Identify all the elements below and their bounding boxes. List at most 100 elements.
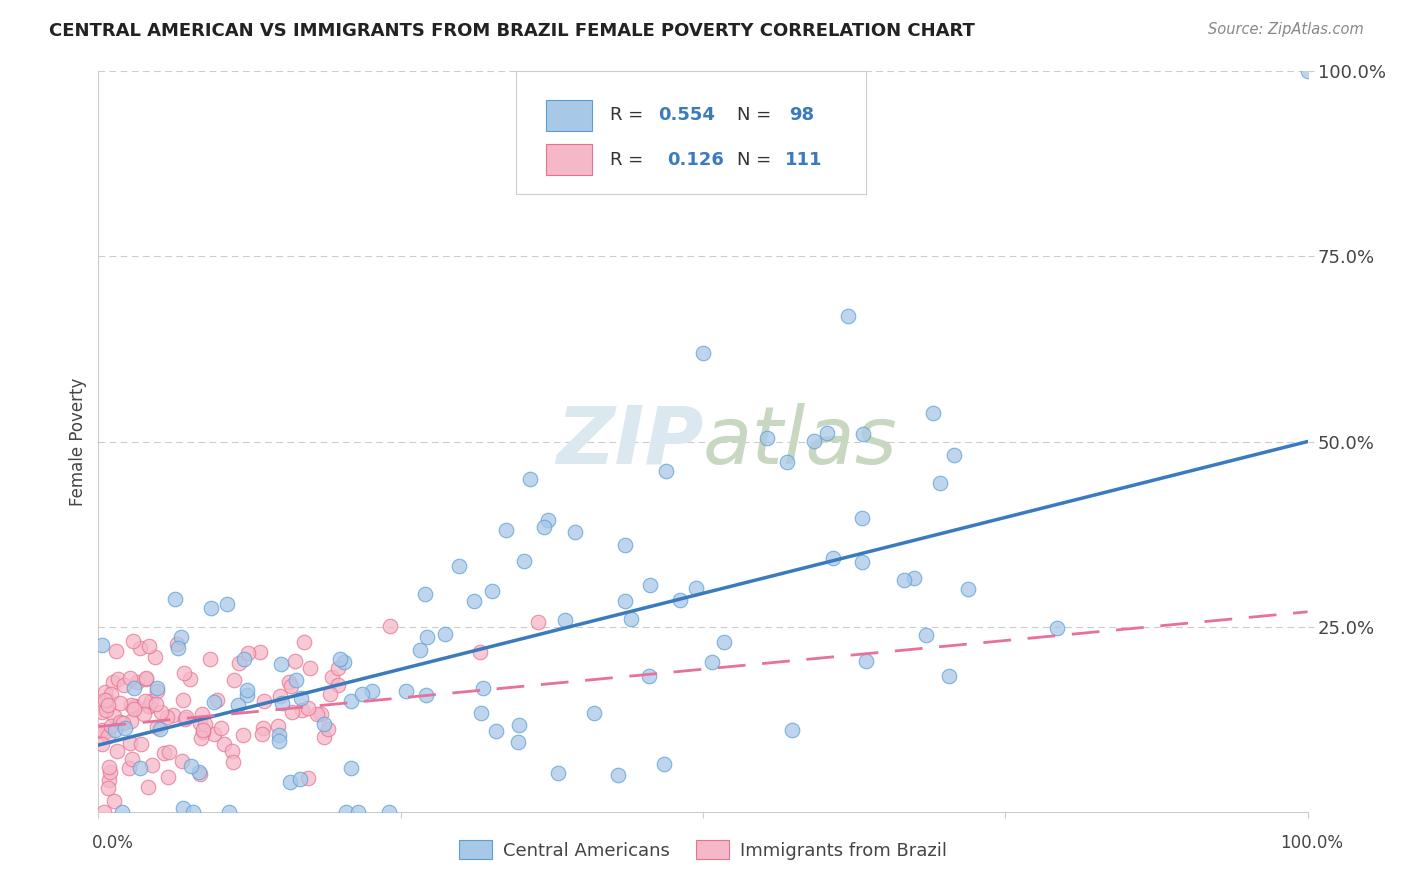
Point — [146, 683, 169, 698]
Point — [97, 698, 120, 712]
Point — [267, 718, 290, 732]
Text: N =: N = — [737, 106, 778, 124]
Point — [620, 612, 643, 626]
Point — [124, 698, 146, 713]
Point — [141, 694, 163, 708]
Point — [98, 764, 121, 779]
Point — [471, 681, 494, 695]
Point — [141, 758, 163, 772]
Point — [228, 657, 250, 671]
Point — [855, 654, 877, 668]
Point — [149, 722, 172, 736]
Point — [267, 728, 290, 742]
Point — [233, 652, 256, 666]
Point — [94, 685, 117, 699]
Point — [105, 743, 128, 757]
Point — [236, 646, 259, 660]
Point — [138, 640, 160, 654]
Point — [117, 761, 139, 775]
Point — [378, 805, 401, 819]
Point — [564, 524, 586, 539]
Point — [321, 670, 343, 684]
Text: CENTRAL AMERICAN VS IMMIGRANTS FROM BRAZIL FEMALE POVERTY CORRELATION CHART: CENTRAL AMERICAN VS IMMIGRANTS FROM BRAZ… — [49, 22, 976, 40]
Point — [938, 669, 960, 683]
Point — [145, 697, 167, 711]
Point — [136, 780, 159, 794]
FancyBboxPatch shape — [516, 71, 866, 194]
Point — [190, 731, 212, 746]
Point — [852, 426, 875, 441]
Text: R =: R = — [610, 106, 650, 124]
Point — [194, 716, 217, 731]
Y-axis label: Female Poverty: Female Poverty — [69, 377, 87, 506]
Point — [211, 721, 233, 735]
Point — [278, 674, 301, 689]
Point — [157, 746, 180, 760]
Point — [170, 630, 193, 644]
Text: 0.0%: 0.0% — [91, 834, 134, 852]
Point — [202, 695, 225, 709]
Point — [143, 650, 166, 665]
Point — [134, 707, 156, 722]
Text: 111: 111 — [785, 151, 823, 169]
Point — [138, 698, 160, 713]
Point — [129, 737, 152, 751]
Point — [253, 694, 276, 708]
Point — [128, 640, 150, 655]
Text: 0.126: 0.126 — [666, 151, 724, 169]
Point — [138, 699, 160, 714]
Text: 98: 98 — [789, 106, 814, 124]
Point — [120, 698, 142, 712]
Point — [928, 476, 950, 491]
Text: Source: ZipAtlas.com: Source: ZipAtlas.com — [1208, 22, 1364, 37]
Point — [291, 703, 314, 717]
Point — [360, 684, 382, 698]
Point — [193, 723, 215, 737]
Point — [91, 705, 114, 719]
Point — [94, 703, 117, 717]
Point — [91, 723, 114, 738]
Point — [415, 630, 437, 644]
Point — [328, 678, 350, 692]
Point — [98, 772, 121, 787]
Text: R =: R = — [610, 151, 655, 169]
Point — [803, 434, 825, 449]
Point — [107, 673, 129, 687]
Point — [299, 661, 322, 675]
Point — [956, 582, 979, 596]
Point — [495, 523, 517, 537]
Point — [333, 655, 356, 669]
Point — [166, 641, 188, 656]
Point — [180, 759, 202, 773]
Point — [347, 805, 370, 819]
Point — [146, 681, 169, 695]
Point — [922, 406, 945, 420]
Point — [470, 706, 492, 720]
Point — [93, 725, 115, 739]
Point — [205, 693, 228, 707]
Point — [128, 761, 150, 775]
Point — [340, 694, 363, 708]
Point — [654, 757, 676, 772]
Point — [312, 716, 335, 731]
Point — [269, 734, 291, 748]
Point — [408, 643, 430, 657]
Point — [156, 770, 179, 784]
Point — [481, 584, 503, 599]
Point — [150, 705, 173, 719]
Point — [153, 746, 176, 760]
Point — [124, 702, 146, 716]
Point — [221, 744, 243, 758]
Point — [93, 805, 115, 819]
Point — [127, 674, 149, 689]
Point — [121, 751, 143, 765]
Point — [685, 581, 707, 595]
Point — [146, 720, 169, 734]
Point — [312, 731, 335, 745]
Point — [463, 594, 485, 608]
Point — [654, 464, 676, 478]
Point — [309, 707, 332, 722]
Point — [100, 719, 122, 733]
Point — [156, 710, 179, 724]
Point — [903, 571, 925, 585]
